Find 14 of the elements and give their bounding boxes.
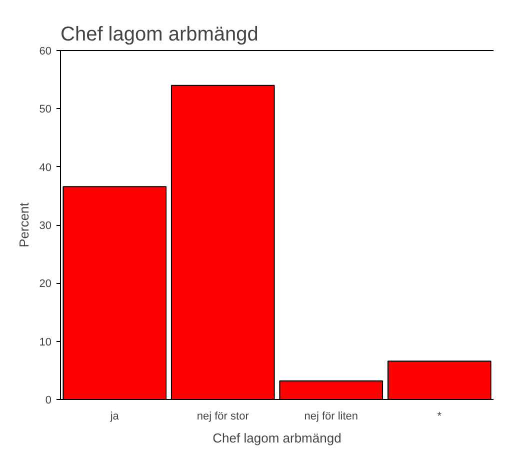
x-tick-label: *	[437, 410, 442, 422]
y-tick-label: 30	[39, 220, 52, 232]
y-axis-title: Percent	[16, 202, 32, 248]
x-axis-title: Chef lagom arbmängd	[212, 430, 342, 446]
x-tick-label: ja	[109, 410, 120, 422]
x-tick-label: nej för liten	[304, 410, 358, 422]
y-tick-label: 0	[45, 394, 52, 406]
y-tick-label: 10	[39, 336, 52, 348]
x-tick-label: nej för stor	[196, 410, 250, 422]
chart-title: Chef lagom arbmängd	[60, 24, 258, 46]
y-tick-label: 50	[39, 104, 52, 116]
y-tick-label: 40	[39, 162, 52, 174]
y-tick-label: 60	[39, 46, 52, 58]
y-tick-label: 20	[39, 278, 52, 290]
